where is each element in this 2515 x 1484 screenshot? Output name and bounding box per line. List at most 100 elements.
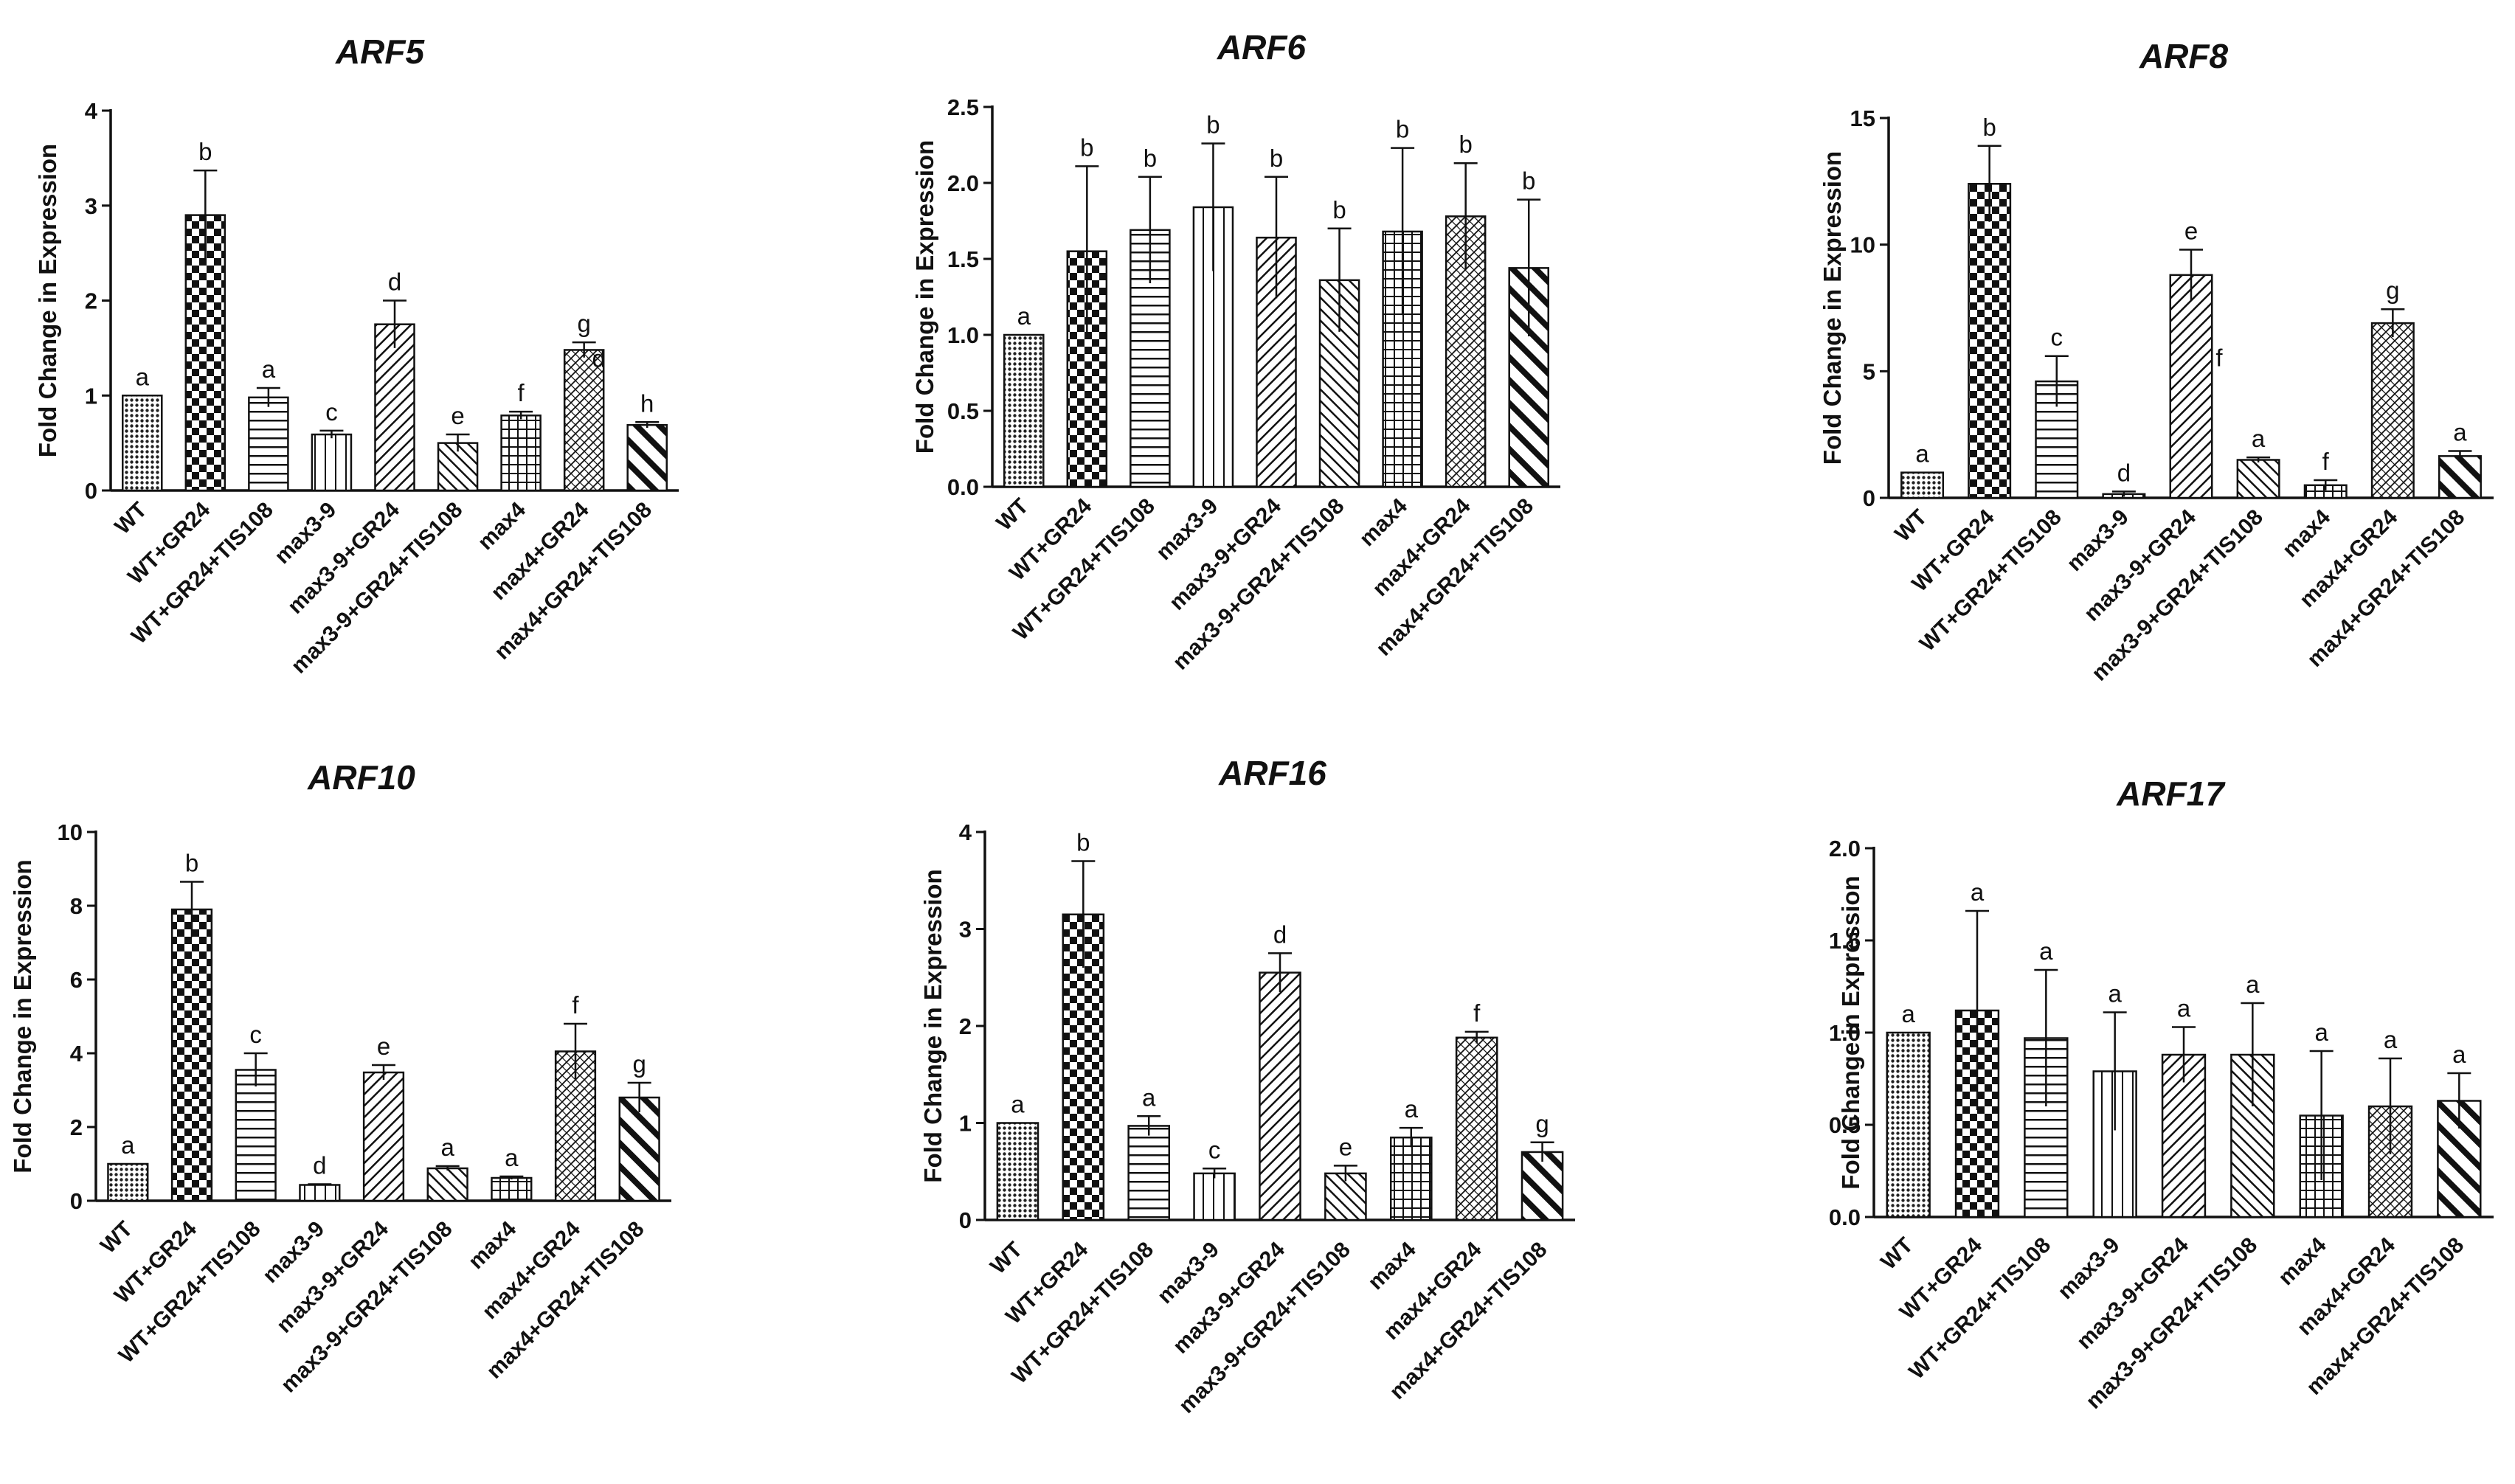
extra-annotation: d xyxy=(592,345,605,372)
significance-letter: a xyxy=(1915,440,1929,468)
y-tick-label: 8 xyxy=(70,893,83,919)
bar xyxy=(362,1071,405,1202)
bar xyxy=(1324,1172,1367,1221)
y-tick-label: 3 xyxy=(959,917,972,943)
category-label: max4 xyxy=(1355,493,1412,551)
significance-letter: a xyxy=(1405,1095,1419,1123)
bar xyxy=(184,214,226,492)
y-axis-label: Fold Change in Expression xyxy=(34,144,61,457)
chart-title: ARF8 xyxy=(2139,37,2229,75)
bar xyxy=(1193,1172,1236,1221)
category-label: WT xyxy=(110,498,151,539)
significance-letter: a xyxy=(1142,1083,1156,1111)
significance-letter: a xyxy=(1971,878,1985,906)
significance-letter: a xyxy=(2314,1019,2328,1046)
bar xyxy=(1259,971,1301,1221)
category-label: max3-9+GR24 xyxy=(1165,493,1286,614)
y-tick-label: 0.5 xyxy=(1829,1112,1861,1138)
category-label: max3-9 xyxy=(2053,1233,2124,1304)
significance-letter: e xyxy=(1339,1133,1352,1160)
significance-letter: f xyxy=(518,379,525,406)
significance-letter: b xyxy=(1144,145,1157,172)
bar xyxy=(626,423,668,492)
bar xyxy=(299,1184,341,1202)
significance-letter: f xyxy=(572,991,579,1019)
significance-letter: a xyxy=(2177,995,2191,1022)
y-tick-label: 2.0 xyxy=(947,170,979,196)
bar xyxy=(563,349,605,492)
y-tick-label: 1.5 xyxy=(947,246,979,272)
y-tick-label: 1 xyxy=(85,383,97,409)
bar xyxy=(248,396,289,492)
significance-letter: g xyxy=(1535,1110,1549,1137)
y-tick-label: 1.0 xyxy=(1829,1020,1861,1046)
significance-letter: b xyxy=(1206,111,1220,138)
significance-letter: a xyxy=(1011,1091,1025,1118)
category-label: max4 xyxy=(473,497,530,555)
bar xyxy=(996,1122,1039,1221)
significance-letter: b xyxy=(198,138,212,165)
significance-letter: a xyxy=(2108,980,2122,1008)
significance-letter: a xyxy=(1901,1000,1915,1027)
bar xyxy=(1521,1151,1564,1221)
y-tick-label: 0.0 xyxy=(1829,1204,1861,1230)
category-label: WT xyxy=(1890,505,1931,547)
y-tick-label: 0 xyxy=(959,1207,972,1233)
category-label: max3-9+GR24 xyxy=(272,1216,393,1337)
bar xyxy=(1127,1125,1171,1221)
bar xyxy=(491,1176,533,1202)
y-tick-label: 2 xyxy=(85,288,97,314)
y-tick-label: 3 xyxy=(85,193,97,219)
significance-letter: a xyxy=(1017,302,1031,330)
bar xyxy=(235,1069,277,1202)
bar xyxy=(1003,333,1045,488)
significance-letter: d xyxy=(2117,459,2131,486)
significance-letter: g xyxy=(2386,277,2399,304)
significance-letter: b xyxy=(1459,131,1472,158)
y-tick-label: 4 xyxy=(959,819,972,845)
chart-arf6: ARF6 Fold Change in Expression 0.0 0.5 1.0 1.… xyxy=(911,28,1560,675)
y-axis-label: Fold Change in Expression xyxy=(1837,876,1864,1189)
bar xyxy=(2035,380,2079,499)
chart-title: ARF5 xyxy=(335,32,426,71)
significance-letter: c xyxy=(2051,324,2063,351)
significance-letter: f xyxy=(2322,448,2330,475)
y-axis-label: Fold Change in Expression xyxy=(1819,151,1846,465)
significance-letter: a xyxy=(2246,971,2260,998)
significance-letter: a xyxy=(505,1144,519,1171)
significance-letter: e xyxy=(2184,218,2198,245)
y-tick-label: 0.0 xyxy=(947,474,979,500)
chart-arf17: ARF17 Fold Change in Expression 0.0 0.5 1.0 1… xyxy=(1829,774,2494,1414)
significance-letter: g xyxy=(577,310,590,337)
chart-title: ARF17 xyxy=(2116,774,2226,813)
significance-letter: b xyxy=(1270,145,1283,172)
significance-letter: e xyxy=(451,402,464,429)
bar xyxy=(170,908,213,1202)
significance-letter: d xyxy=(1273,920,1287,948)
bar xyxy=(2169,274,2213,499)
bar xyxy=(618,1096,660,1202)
bar xyxy=(2236,459,2280,499)
bar xyxy=(426,1167,468,1202)
y-tick-label: 1 xyxy=(959,1111,972,1137)
significance-letter: c xyxy=(249,1021,262,1048)
significance-letter: b xyxy=(185,850,198,877)
category-label: max4 xyxy=(464,1216,522,1274)
significance-letter: b xyxy=(1396,116,1409,143)
significance-letter: e xyxy=(377,1033,390,1060)
significance-letter: b xyxy=(1982,114,1996,141)
y-tick-label: 6 xyxy=(70,967,83,993)
y-tick-label: 15 xyxy=(1850,105,1875,131)
significance-letter: g xyxy=(632,1050,646,1078)
significance-letter: c xyxy=(325,398,338,426)
y-tick-label: 0 xyxy=(70,1188,83,1214)
category-label: max3-9+GR24 xyxy=(1169,1237,1290,1358)
category-label: WT xyxy=(1876,1233,1917,1275)
significance-letter: a xyxy=(2452,1041,2466,1068)
significance-letter: a xyxy=(262,356,276,383)
bar xyxy=(374,323,415,492)
significance-letter: h xyxy=(640,389,654,417)
